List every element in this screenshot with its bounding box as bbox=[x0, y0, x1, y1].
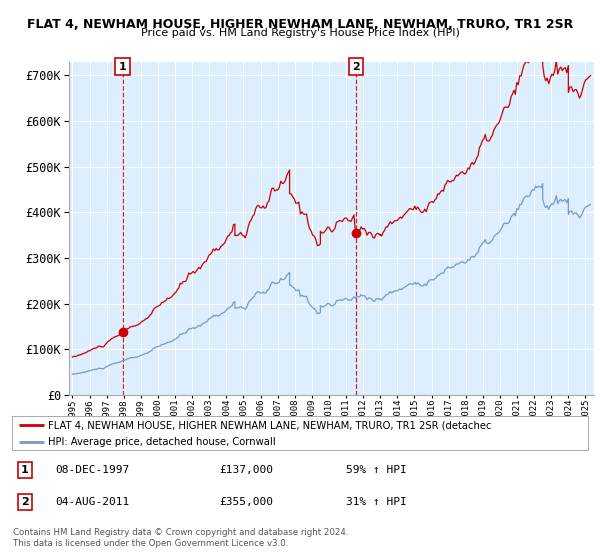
Text: 04-AUG-2011: 04-AUG-2011 bbox=[55, 497, 130, 507]
Text: 2: 2 bbox=[352, 62, 360, 72]
Text: 59% ↑ HPI: 59% ↑ HPI bbox=[346, 465, 407, 475]
Text: £355,000: £355,000 bbox=[220, 497, 274, 507]
Text: FLAT 4, NEWHAM HOUSE, HIGHER NEWHAM LANE, NEWHAM, TRURO, TR1 2SR: FLAT 4, NEWHAM HOUSE, HIGHER NEWHAM LANE… bbox=[27, 18, 573, 31]
Text: Contains HM Land Registry data © Crown copyright and database right 2024.: Contains HM Land Registry data © Crown c… bbox=[13, 528, 349, 536]
Text: Price paid vs. HM Land Registry's House Price Index (HPI): Price paid vs. HM Land Registry's House … bbox=[140, 28, 460, 38]
Text: £137,000: £137,000 bbox=[220, 465, 274, 475]
Text: This data is licensed under the Open Government Licence v3.0.: This data is licensed under the Open Gov… bbox=[13, 539, 289, 548]
Text: 1: 1 bbox=[21, 465, 29, 475]
Text: 31% ↑ HPI: 31% ↑ HPI bbox=[346, 497, 407, 507]
Text: HPI: Average price, detached house, Cornwall: HPI: Average price, detached house, Corn… bbox=[48, 437, 276, 447]
Text: 1: 1 bbox=[119, 62, 127, 72]
Text: 2: 2 bbox=[21, 497, 29, 507]
Text: FLAT 4, NEWHAM HOUSE, HIGHER NEWHAM LANE, NEWHAM, TRURO, TR1 2SR (detachec: FLAT 4, NEWHAM HOUSE, HIGHER NEWHAM LANE… bbox=[48, 420, 492, 430]
Text: 08-DEC-1997: 08-DEC-1997 bbox=[55, 465, 130, 475]
